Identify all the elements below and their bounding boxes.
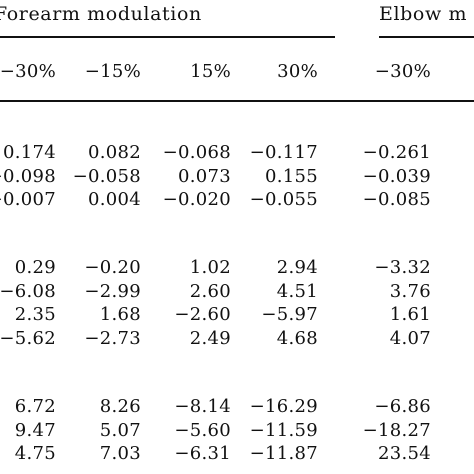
table-cell: 6.72: [14, 396, 56, 417]
table-cell: 2.94: [276, 257, 318, 278]
table-cell: −2.99: [84, 280, 141, 302]
elbow-group-rule: [379, 36, 474, 38]
table-cell: 4.07: [389, 327, 431, 349]
column-header: −15%: [84, 61, 141, 82]
table-cell: −16.29: [249, 396, 318, 417]
table-cell: 8.26: [99, 396, 141, 417]
table-cell: 0.004: [87, 189, 141, 210]
table-cell: 0.174: [2, 142, 56, 163]
table-cell: −0.068: [162, 142, 231, 163]
column-header: −30%: [374, 61, 431, 82]
table-cell: −0.261: [362, 142, 431, 163]
table-cell: −3.32: [374, 257, 431, 278]
column-header: 15%: [190, 61, 231, 82]
table-cell: 1.68: [99, 304, 141, 325]
table-cell: −0.058: [72, 165, 141, 187]
table-cell: 0.155: [264, 165, 318, 187]
table-cell: 2.60: [189, 280, 231, 302]
table-cell: 1.02: [189, 257, 231, 278]
table-cell: −5.62: [0, 327, 56, 349]
table-cell: −11.87: [249, 443, 318, 464]
table-cell: 7.03: [99, 443, 141, 464]
forearm-modulation-header: Forearm modulation: [0, 3, 202, 25]
table-cell: −0.039: [362, 165, 431, 187]
table-cell: −18.27: [362, 419, 431, 441]
table-cell: −8.14: [174, 396, 231, 417]
table-cell: −0.007: [0, 189, 56, 210]
table-cell: 4.68: [276, 327, 318, 349]
table-cell: 4.75: [14, 443, 56, 464]
elbow-modulation-header: Elbow m: [379, 3, 468, 25]
table-cell: 23.54: [377, 443, 431, 464]
header-bottom-rule: [0, 100, 474, 102]
table-cell: 0.082: [87, 142, 141, 163]
table-cell: −0.20: [84, 257, 141, 278]
table-cell: −5.97: [261, 304, 318, 325]
table-cell: −11.59: [249, 419, 318, 441]
table-cell: 9.47: [14, 419, 56, 441]
table-cell: −0.020: [162, 189, 231, 210]
table-cell: 5.07: [99, 419, 141, 441]
table-cell: 4.51: [276, 280, 318, 302]
table-cell: 0.29: [14, 257, 56, 278]
table-cell: −0.117: [249, 142, 318, 163]
table-cell: −6.31: [174, 443, 231, 464]
forearm-group-rule: [0, 36, 335, 38]
table-cell: −0.085: [362, 189, 431, 210]
table-cell: −2.60: [174, 304, 231, 325]
table-cell: −6.86: [374, 396, 431, 417]
table-cell: −6.08: [0, 280, 56, 302]
table-cell: 1.61: [389, 304, 431, 325]
table-cell: −5.60: [174, 419, 231, 441]
column-header: 30%: [277, 61, 318, 82]
table-cell: 0.073: [177, 165, 231, 187]
table-cell: 2.35: [14, 304, 56, 325]
table-cell: 3.76: [389, 280, 431, 302]
table-cell: 2.49: [189, 327, 231, 349]
table-cell: −2.73: [84, 327, 141, 349]
table-cell: −0.055: [249, 189, 318, 210]
column-header: −30%: [0, 61, 56, 82]
table-cell: −0.098: [0, 165, 56, 187]
